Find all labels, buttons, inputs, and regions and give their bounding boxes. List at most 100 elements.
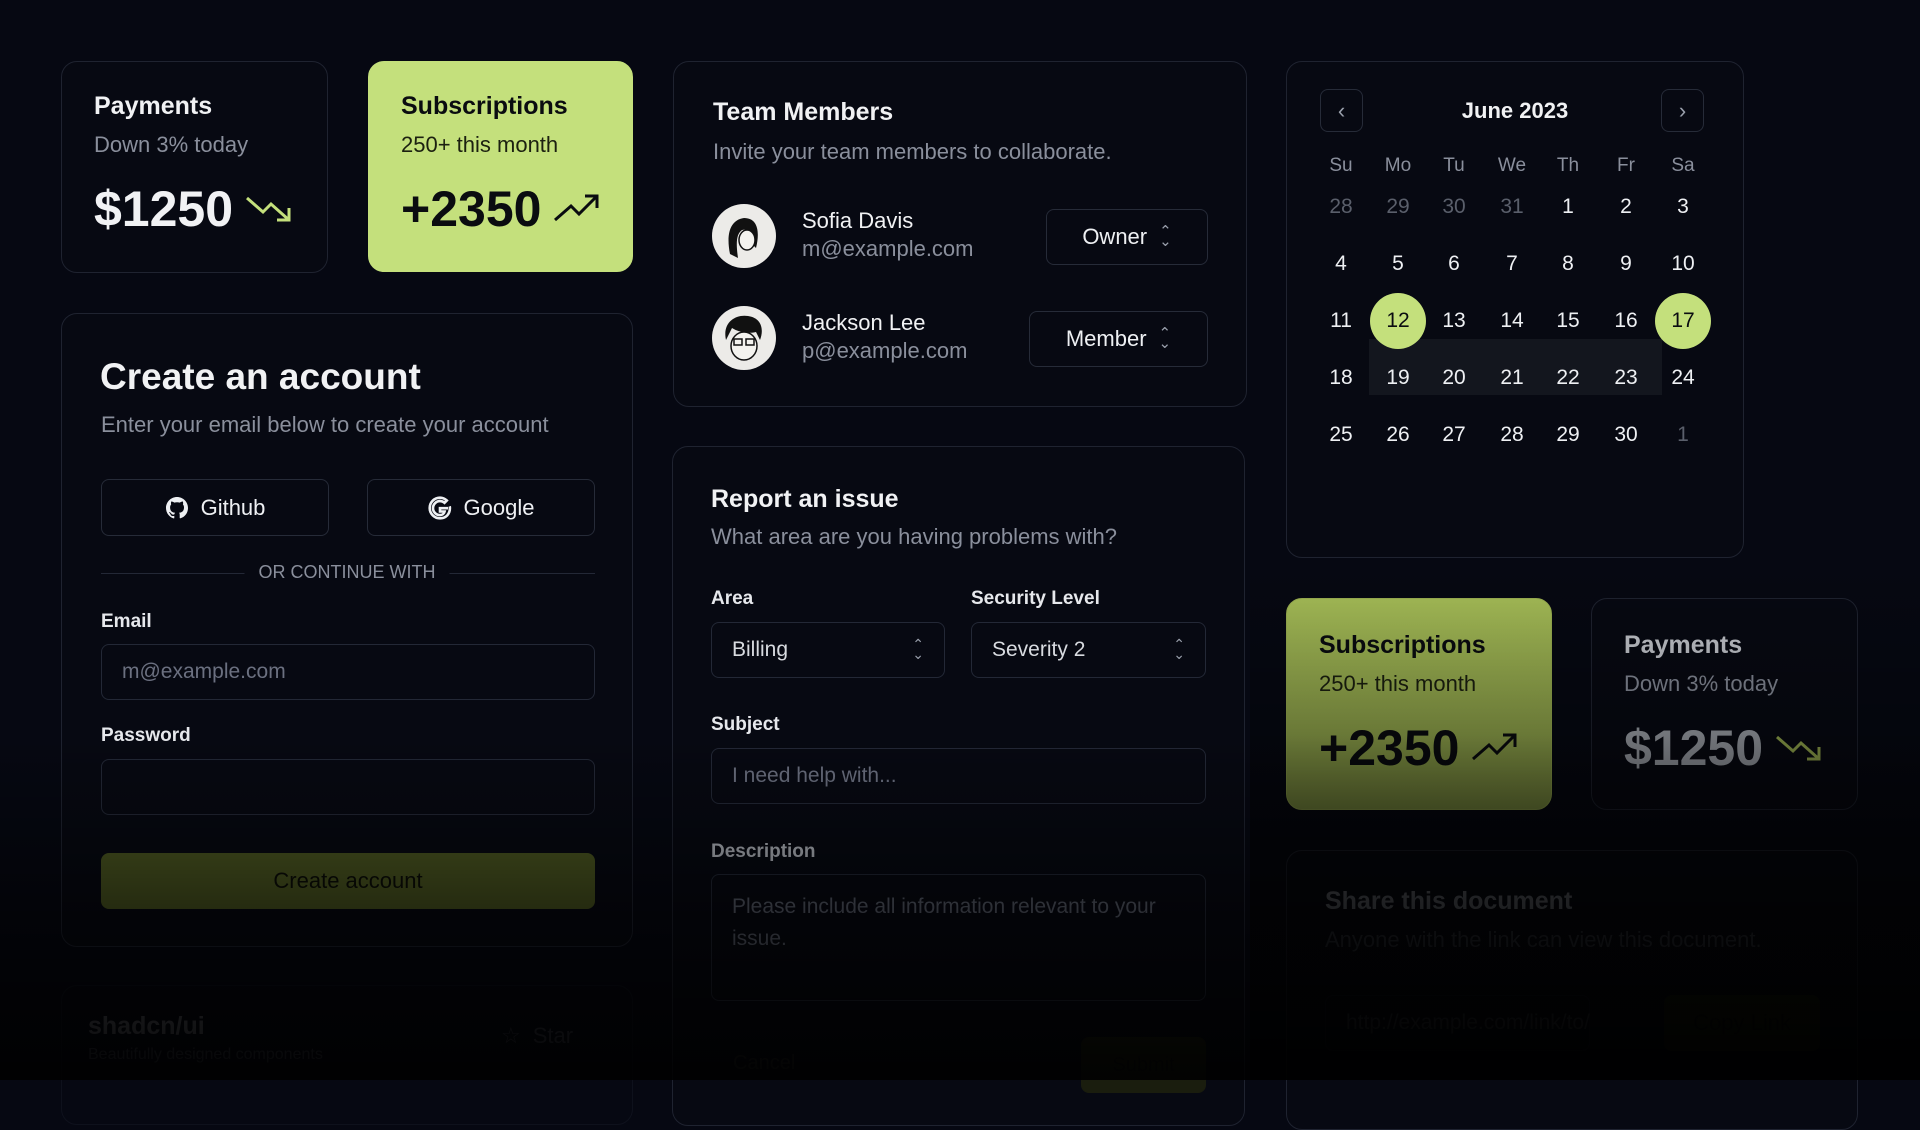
email-field[interactable]: m@example.com [101,644,595,700]
google-button[interactable]: Google [367,479,595,536]
report-title: Report an issue [711,485,899,514]
calendar-day[interactable]: 6 [1426,236,1482,292]
payments-subtitle: Down 3% today [94,132,248,158]
create-account-button[interactable]: Create account [101,853,595,909]
subscriptions-title: Subscriptions [1319,631,1486,660]
repo-description: Beautifully designed components [88,1046,323,1064]
subject-field[interactable]: I need help with... [711,748,1206,804]
calendar-day[interactable]: 29 [1540,407,1596,463]
calendar-day[interactable]: 17 [1655,293,1711,349]
divider-text: OR CONTINUE WITH [245,562,450,583]
calendar-day[interactable]: 28 [1484,407,1540,463]
calendar-day[interactable]: 14 [1484,293,1540,349]
github-button[interactable]: Github [101,479,329,536]
area-value: Billing [732,638,788,662]
payments-title: Payments [94,92,212,121]
calendar-day[interactable]: 24 [1655,350,1711,406]
calendar-day[interactable]: 16 [1598,293,1654,349]
calendar-day[interactable]: 19 [1370,350,1426,406]
create-account-title: Create an account [100,356,421,398]
weekday-label: We [1498,155,1526,177]
calendar-day[interactable]: 26 [1370,407,1426,463]
description-field[interactable]: Please include all information relevant … [711,874,1206,1001]
share-title: Share this document [1325,887,1572,916]
star-icon: ☆ [501,1023,521,1049]
role-select-owner[interactable]: Owner ⌃⌄ [1046,209,1208,265]
repo-name: shadcn/ui [88,1012,205,1041]
calendar-day[interactable]: 5 [1370,236,1426,292]
submit-button[interactable]: Submit [1081,1037,1206,1093]
calendar-day[interactable]: 30 [1426,179,1482,235]
copy-link-button[interactable]: Copy Link [1664,995,1820,1051]
trending-down-icon [1775,731,1823,765]
chevrons-up-down-icon: ⌃⌄ [1173,640,1185,660]
role-value: Owner [1082,224,1147,250]
calendar-day[interactable]: 1 [1655,407,1711,463]
chevrons-up-down-icon: ⌃⌄ [1159,329,1172,350]
calendar-day[interactable]: 27 [1426,407,1482,463]
calendar-day[interactable]: 8 [1540,236,1596,292]
role-value: Member [1066,326,1147,352]
trending-up-icon [1471,731,1519,765]
security-level-select[interactable]: Severity 2⌃⌄ [971,622,1206,678]
calendar-day[interactable]: 2 [1598,179,1654,235]
share-link-field[interactable]: http://example.com/link/to/ [1325,995,1590,1051]
calendar-day[interactable]: 1 [1540,179,1596,235]
google-icon [428,496,452,520]
chevrons-up-down-icon: ⌃⌄ [912,640,924,660]
calendar-day[interactable]: 25 [1313,407,1369,463]
calendar-day[interactable]: 4 [1313,236,1369,292]
calendar-day[interactable]: 22 [1540,350,1596,406]
cancel-button[interactable]: Cancel [733,1052,795,1075]
area-select[interactable]: Billing ⌃⌄ [711,622,945,678]
calendar-day[interactable]: 13 [1426,293,1482,349]
calendar-day[interactable]: 20 [1426,350,1482,406]
payments-value: $1250 [94,180,233,238]
chevron-right-icon: › [1679,98,1686,124]
calendar-day[interactable]: 30 [1598,407,1654,463]
calendar-day[interactable]: 21 [1484,350,1540,406]
role-select-member[interactable]: Member ⌃⌄ [1029,311,1208,367]
password-label: Password [101,725,191,747]
calendar-day[interactable]: 3 [1655,179,1711,235]
weekday-label: Th [1557,155,1579,177]
email-placeholder: m@example.com [122,660,286,684]
report-issue-card: Report an issue What area are you having… [672,446,1245,1126]
trending-down-icon [245,192,293,226]
email-label: Email [101,611,152,633]
subscriptions-title: Subscriptions [401,92,568,121]
calendar-day[interactable]: 18 [1313,350,1369,406]
calendar-day[interactable]: 31 [1484,179,1540,235]
subscriptions-value: +2350 [401,180,541,238]
weekday-label: Mo [1385,155,1411,177]
member-email: p@example.com [802,338,967,364]
github-label: Github [201,495,266,521]
calendar-day[interactable]: 23 [1598,350,1654,406]
create-account-card: Create an account Enter your email below… [61,313,633,947]
calendar-day[interactable]: 28 [1313,179,1369,235]
avatar [712,306,776,370]
calendar-day[interactable]: 11 [1313,293,1369,349]
calendar-day[interactable]: 9 [1598,236,1654,292]
next-month-button[interactable]: › [1661,89,1704,132]
calendar-day[interactable]: 12 [1370,293,1426,349]
star-button[interactable]: ☆ Star [462,1008,612,1064]
calendar-day[interactable]: 10 [1655,236,1711,292]
google-label: Google [464,495,535,521]
share-document-card: Share this document Anyone with the link… [1286,850,1858,1130]
calendar-day[interactable]: 7 [1484,236,1540,292]
subscriptions-subtitle: 250+ this month [1319,671,1476,697]
calendar-day[interactable]: 29 [1370,179,1426,235]
create-account-subtitle: Enter your email below to create your ac… [101,412,549,438]
team-members-card: Team Members Invite your team members to… [673,61,1247,407]
avatar [712,204,776,268]
password-field[interactable] [101,759,595,815]
member-email: m@example.com [802,236,974,262]
trending-up-icon [553,192,601,226]
chevrons-up-down-icon: ⌃⌄ [1159,227,1172,248]
description-label: Description [711,841,816,863]
star-label: Star [533,1023,573,1049]
calendar-day[interactable]: 15 [1540,293,1596,349]
share-link: http://example.com/link/to/ [1346,1011,1590,1035]
